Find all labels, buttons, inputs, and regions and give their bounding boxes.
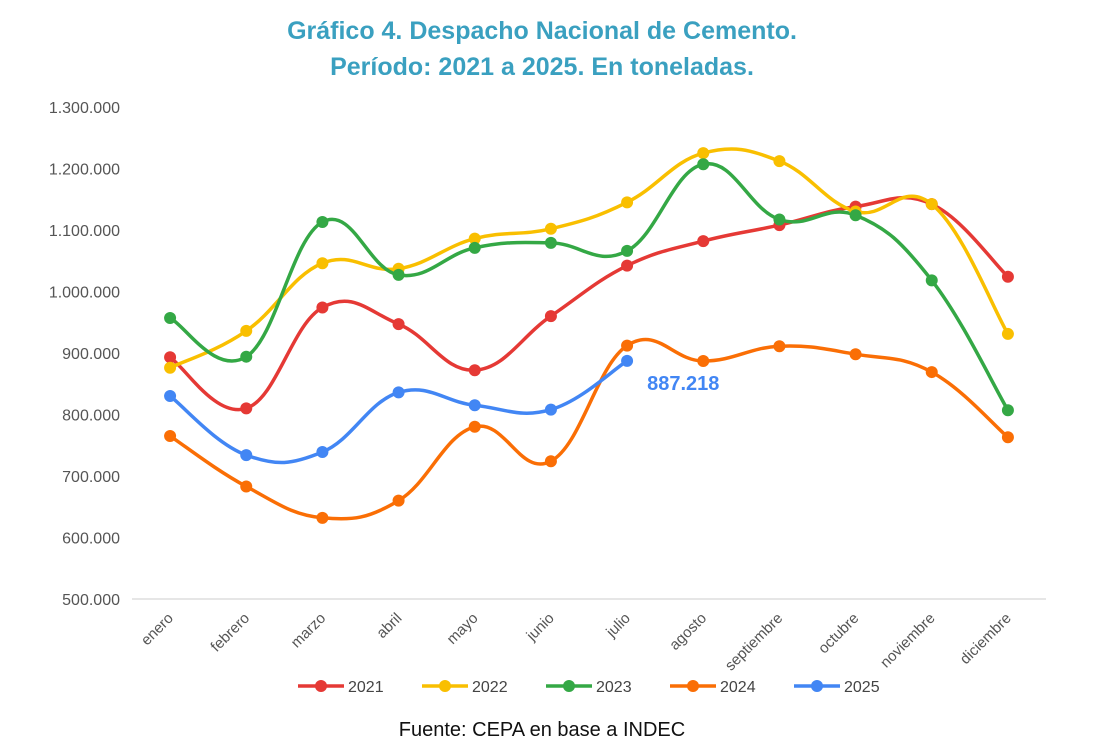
data-point-2022 — [773, 155, 786, 168]
series-line-2021 — [168, 195, 1010, 412]
data-point-2025 — [164, 390, 177, 403]
series-line-2022 — [168, 147, 1010, 370]
x-tick-label: noviembre — [877, 610, 939, 672]
series-line-2024 — [168, 337, 1010, 521]
data-point-2022 — [468, 232, 481, 245]
data-point-2023 — [392, 268, 405, 281]
data-point-2022 — [240, 324, 253, 337]
chart-title: Gráfico 4. Despacho Nacional de Cemento. — [287, 17, 797, 45]
x-tick-label: diciembre — [957, 610, 1015, 668]
data-point-2022 — [164, 361, 177, 374]
data-point-2024 — [544, 455, 557, 468]
data-point-2025 — [544, 403, 557, 416]
data-point-2024 — [240, 480, 253, 493]
data-point-2024 — [392, 494, 405, 507]
data-point-2021 — [544, 310, 557, 323]
data-point-2022 — [1001, 327, 1014, 340]
x-tick-label: junio — [523, 610, 558, 645]
y-tick-label: 1.200.000 — [49, 162, 120, 179]
data-point-2021 — [392, 318, 405, 331]
chart-subtitle: Período: 2021 a 2025. En toneladas. — [330, 53, 754, 81]
data-point-2021 — [697, 235, 710, 248]
data-point-2024 — [621, 339, 634, 352]
y-tick-label: 1.300.000 — [49, 100, 120, 117]
series-lines — [168, 147, 1010, 521]
x-tick-label: septiembre — [722, 610, 786, 674]
data-point-2022 — [925, 198, 938, 211]
legend: 2021 2022 2023 2024 2025 — [298, 679, 880, 696]
series-line-2025 — [168, 359, 629, 465]
data-point-2024 — [925, 366, 938, 379]
legend-swatch-dot-2024 — [687, 680, 699, 692]
y-tick-label: 1.000.000 — [49, 285, 120, 302]
data-point-2024 — [1001, 431, 1014, 444]
data-point-2025 — [392, 386, 405, 399]
data-point-2022 — [697, 147, 710, 160]
data-point-2025 — [240, 449, 253, 462]
data-point-2024 — [316, 511, 329, 524]
data-label-2025: 887.218 — [647, 373, 719, 395]
source-note: Fuente: CEPA en base a INDEC — [398, 719, 686, 741]
data-point-2023 — [1001, 404, 1014, 417]
data-point-2021 — [621, 259, 634, 272]
annotations: 887.218 — [647, 373, 719, 395]
legend-swatch-dot-2023 — [563, 680, 575, 692]
legend-label-2022: 2022 — [472, 679, 508, 696]
data-point-2023 — [316, 216, 329, 229]
data-point-2023 — [925, 274, 938, 287]
data-point-2025 — [621, 354, 634, 367]
legend-label-2021: 2021 — [348, 679, 384, 696]
y-axis-ticks: 500.000 600.000 700.000 800.000 900.000 1.000… — [49, 100, 120, 609]
x-axis-ticks: enero febrero marzo abril mayo junio julio agos… — [138, 610, 1015, 674]
data-point-2022 — [316, 257, 329, 270]
x-tick-label: marzo — [288, 610, 329, 651]
data-point-2025 — [468, 399, 481, 412]
data-point-2024 — [773, 340, 786, 353]
legend-swatch-dot-2021 — [315, 680, 327, 692]
y-tick-label: 800.000 — [62, 408, 120, 425]
y-tick-label: 600.000 — [62, 531, 120, 548]
data-point-2021 — [1001, 270, 1014, 283]
x-tick-label: julio — [602, 610, 634, 642]
data-point-2022 — [621, 196, 634, 209]
data-point-2021 — [164, 351, 177, 364]
data-point-2023 — [773, 213, 786, 226]
series-line-2023 — [168, 162, 1010, 412]
x-tick-label: mayo — [444, 610, 482, 648]
y-tick-label: 1.100.000 — [49, 223, 120, 240]
series-points — [164, 147, 1014, 524]
data-point-2025 — [316, 446, 329, 459]
data-point-2023 — [240, 350, 253, 363]
y-tick-label: 500.000 — [62, 592, 120, 609]
legend-label-2024: 2024 — [720, 679, 756, 696]
data-point-2023 — [849, 209, 862, 222]
x-tick-label: febrero — [207, 610, 253, 656]
x-tick-label: octubre — [815, 610, 862, 657]
data-point-2021 — [468, 364, 481, 377]
data-point-2023 — [544, 236, 557, 249]
data-point-2023 — [468, 241, 481, 254]
data-point-2023 — [621, 244, 634, 257]
y-tick-label: 700.000 — [62, 469, 120, 486]
legend-label-2025: 2025 — [844, 679, 880, 696]
data-point-2023 — [164, 311, 177, 324]
x-tick-label: agosto — [666, 610, 710, 654]
legend-swatch-dot-2025 — [811, 680, 823, 692]
data-point-2023 — [697, 158, 710, 171]
data-point-2024 — [164, 430, 177, 443]
data-point-2021 — [316, 301, 329, 314]
legend-label-2023: 2023 — [596, 679, 632, 696]
x-tick-label: enero — [138, 610, 177, 649]
legend-swatch-dot-2022 — [439, 680, 451, 692]
data-point-2024 — [849, 348, 862, 361]
x-tick-label: abril — [373, 610, 405, 642]
data-point-2024 — [697, 354, 710, 367]
data-point-2022 — [544, 222, 557, 235]
y-tick-label: 900.000 — [62, 346, 120, 363]
data-point-2021 — [240, 402, 253, 415]
data-point-2024 — [468, 420, 481, 433]
